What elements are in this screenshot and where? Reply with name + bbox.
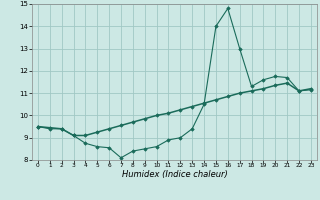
X-axis label: Humidex (Indice chaleur): Humidex (Indice chaleur) bbox=[122, 170, 227, 179]
